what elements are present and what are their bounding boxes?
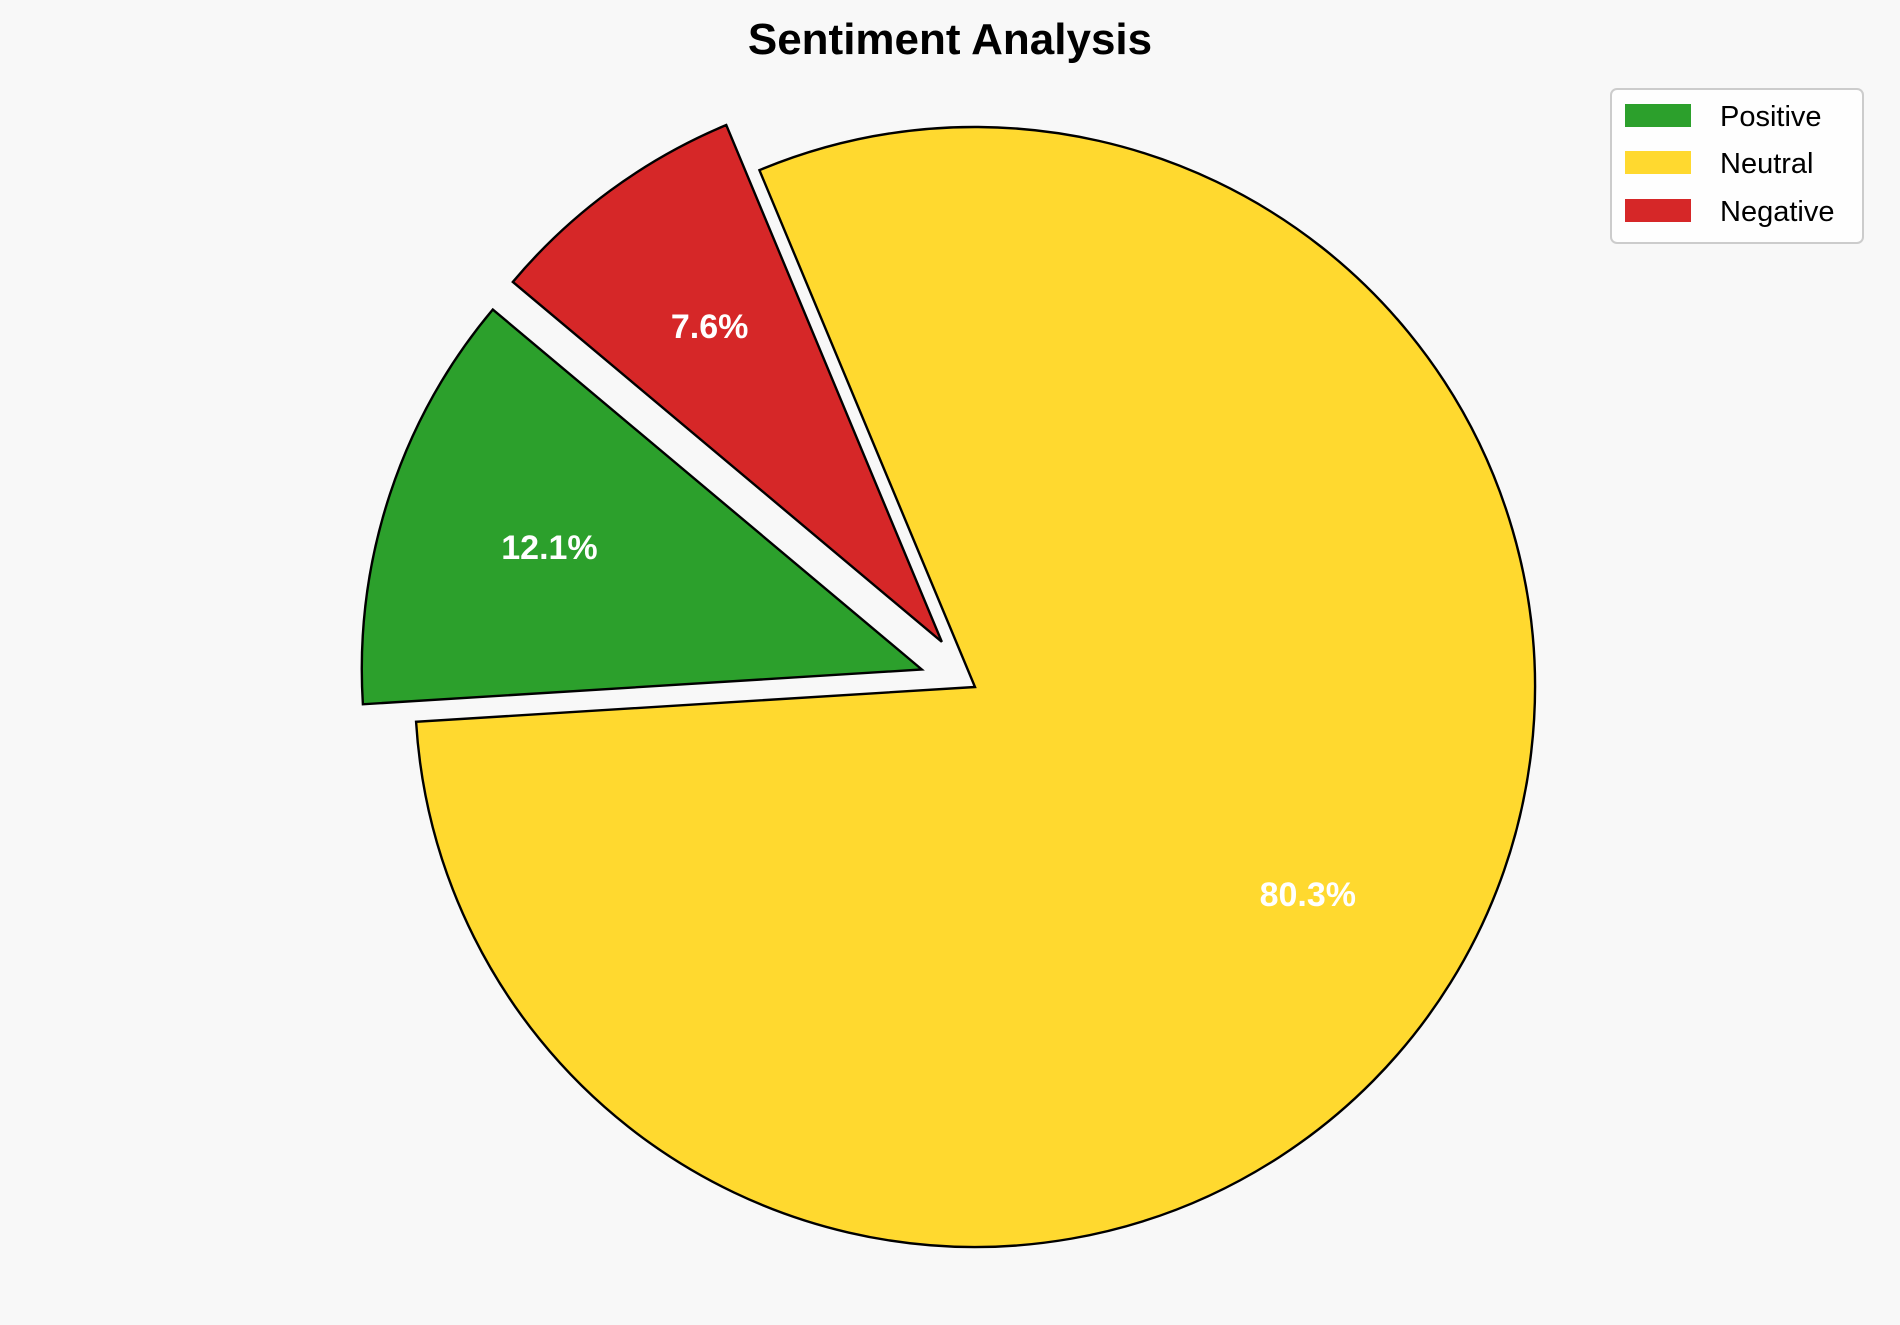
pie-slices <box>360 123 1537 1249</box>
pie-slice-negative <box>511 123 943 643</box>
legend-label-negative: Negative <box>1720 196 1834 228</box>
legend-swatch-positive <box>1625 104 1691 127</box>
pie-slice-positive <box>360 307 925 706</box>
legend-swatch-negative <box>1625 199 1691 222</box>
pie-label-neutral: 80.3% <box>1260 876 1356 914</box>
pie-slice-neutral <box>414 125 1537 1249</box>
legend-label-positive: Positive <box>1720 101 1822 133</box>
legend-label-neutral: Neutral <box>1720 148 1814 180</box>
chart-title: Sentiment Analysis <box>748 15 1152 64</box>
pie-labels: 12.1% 80.3% 7.6% <box>501 308 1356 914</box>
legend-swatch-neutral <box>1625 151 1691 174</box>
pie-label-negative: 7.6% <box>671 308 749 346</box>
pie-label-positive: 12.1% <box>501 529 597 567</box>
legend: Positive Neutral Negative <box>1610 88 1864 244</box>
